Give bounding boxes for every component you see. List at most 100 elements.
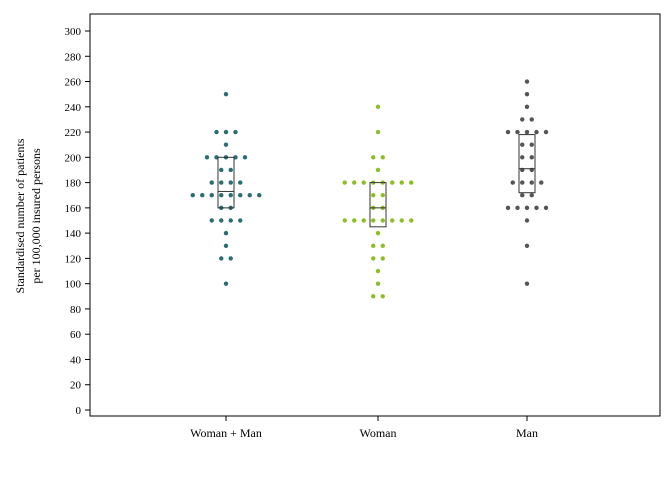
data-point (223, 142, 229, 147)
data-point (520, 180, 525, 185)
series-layer (190, 79, 549, 299)
y-tick-label: 140 (65, 228, 82, 240)
data-point (238, 193, 243, 198)
data-point (228, 218, 233, 223)
data-point (209, 193, 214, 198)
data-point (371, 294, 376, 299)
data-point (524, 205, 530, 211)
y-tick-label: 300 (65, 26, 82, 38)
data-point (399, 218, 404, 223)
y-tick-label: 180 (65, 178, 82, 190)
data-point (238, 180, 243, 185)
data-point (352, 218, 357, 223)
y-tick-label: 260 (65, 77, 82, 89)
data-point (223, 243, 229, 248)
data-point (219, 256, 224, 261)
data-point (380, 193, 385, 198)
data-point (371, 256, 376, 261)
data-point (520, 117, 525, 122)
data-point (223, 281, 229, 286)
data-point (380, 256, 385, 261)
data-point (534, 129, 539, 135)
y-tick-label: 20 (70, 380, 82, 392)
data-point (361, 180, 366, 185)
data-point (375, 129, 381, 135)
data-point (342, 218, 347, 223)
data-point (223, 129, 229, 135)
box-iqr (369, 182, 387, 228)
data-point (524, 281, 530, 286)
data-point (233, 129, 238, 135)
data-point (228, 193, 233, 198)
data-point (534, 205, 539, 211)
box-iqr (217, 156, 235, 209)
series-group (190, 91, 262, 286)
y-tick-label: 40 (70, 354, 82, 366)
data-point (390, 218, 395, 223)
data-point (524, 79, 530, 84)
data-point (375, 167, 381, 173)
data-point (228, 167, 233, 173)
y-tick-label: 200 (65, 152, 82, 164)
plot-frame (89, 13, 661, 417)
data-point (515, 205, 520, 211)
data-point (543, 205, 549, 211)
data-point (352, 180, 357, 185)
data-point (524, 243, 530, 248)
x-axis: Woman + Man Woman Man (190, 416, 538, 440)
data-point (371, 243, 376, 248)
box-iqr (518, 134, 536, 194)
y-tick-label: 100 (65, 279, 82, 291)
data-point (371, 218, 376, 223)
data-point (214, 129, 219, 135)
data-point (543, 129, 549, 135)
data-point (390, 180, 395, 185)
y-axis-label-line-2: per 100,000 insured persons (29, 148, 43, 284)
y-axis: 0 20 40 60 80 100 120 140 160 180 200 220 240 260 280 3… (65, 26, 90, 417)
series-group (342, 104, 414, 299)
data-point (529, 193, 534, 198)
data-point (242, 155, 248, 160)
series-group (505, 79, 549, 286)
data-point (505, 205, 511, 211)
data-point (539, 180, 544, 185)
data-point (204, 155, 210, 160)
data-point (375, 104, 381, 110)
data-point (219, 218, 224, 223)
y-tick-label: 240 (65, 102, 82, 114)
data-point (375, 268, 381, 274)
data-point (238, 218, 243, 223)
y-tick-label: 220 (65, 127, 82, 139)
y-tick-label: 80 (70, 304, 82, 316)
data-point (529, 155, 534, 160)
data-point (209, 180, 214, 185)
data-point (380, 294, 385, 299)
data-point (520, 193, 525, 198)
data-point (223, 91, 229, 97)
data-point (247, 193, 252, 198)
data-point (228, 180, 233, 185)
data-point (209, 218, 214, 223)
data-point (529, 117, 534, 122)
data-point (524, 218, 530, 223)
data-point (529, 142, 534, 147)
data-point (380, 155, 385, 160)
data-point (361, 218, 366, 223)
data-point (200, 193, 205, 198)
y-tick-label: 280 (65, 51, 82, 63)
data-point (524, 129, 530, 135)
data-point (219, 180, 224, 185)
data-point (190, 193, 195, 198)
y-axis-label-line-1: Standardised number of patients (13, 138, 27, 293)
data-point (520, 155, 525, 160)
x-tick-label: Woman (359, 426, 396, 440)
data-point (515, 129, 520, 135)
data-point (219, 167, 224, 173)
data-point (524, 91, 530, 97)
y-tick-label: 160 (65, 203, 82, 215)
y-tick-label: 60 (70, 329, 82, 341)
data-point (257, 193, 262, 198)
data-point (510, 180, 515, 185)
data-point (380, 218, 385, 223)
